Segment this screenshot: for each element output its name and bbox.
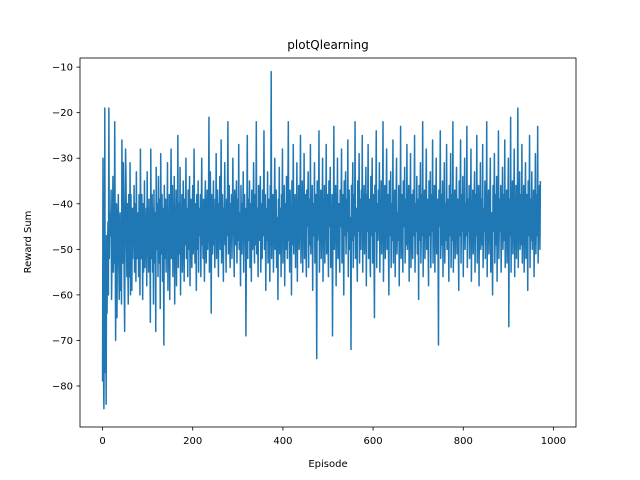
x-tick-label: 0 <box>99 436 105 447</box>
y-tick-label: −50 <box>52 245 73 256</box>
plot-frame <box>79 57 577 428</box>
y-tick-label: −80 <box>52 382 73 393</box>
x-axis: 0 200 400 600 800 1000 <box>99 427 566 447</box>
series-line-0 <box>101 70 542 410</box>
y-tick-label: −30 <box>52 154 73 165</box>
y-axis: −80 −70 −60 −50 −40 −30 −20 −10 <box>52 63 80 393</box>
x-tick-label: 400 <box>273 436 292 447</box>
series-layer <box>101 70 542 410</box>
y-tick-label: −60 <box>52 290 73 301</box>
x-tick-label: 600 <box>364 436 383 447</box>
y-tick-label: −20 <box>52 108 73 119</box>
y-tick-label: −40 <box>52 199 73 210</box>
y-axis-label: Reward Sum <box>23 211 34 274</box>
x-tick-label: 200 <box>183 436 202 447</box>
x-tick-label: 800 <box>454 436 473 447</box>
y-tick-label: −70 <box>52 336 73 347</box>
x-tick-label: 1000 <box>541 436 566 447</box>
chart-title: plotQlearning <box>287 38 368 52</box>
x-axis-label: Episode <box>308 459 347 470</box>
y-tick-label: −10 <box>52 63 73 74</box>
